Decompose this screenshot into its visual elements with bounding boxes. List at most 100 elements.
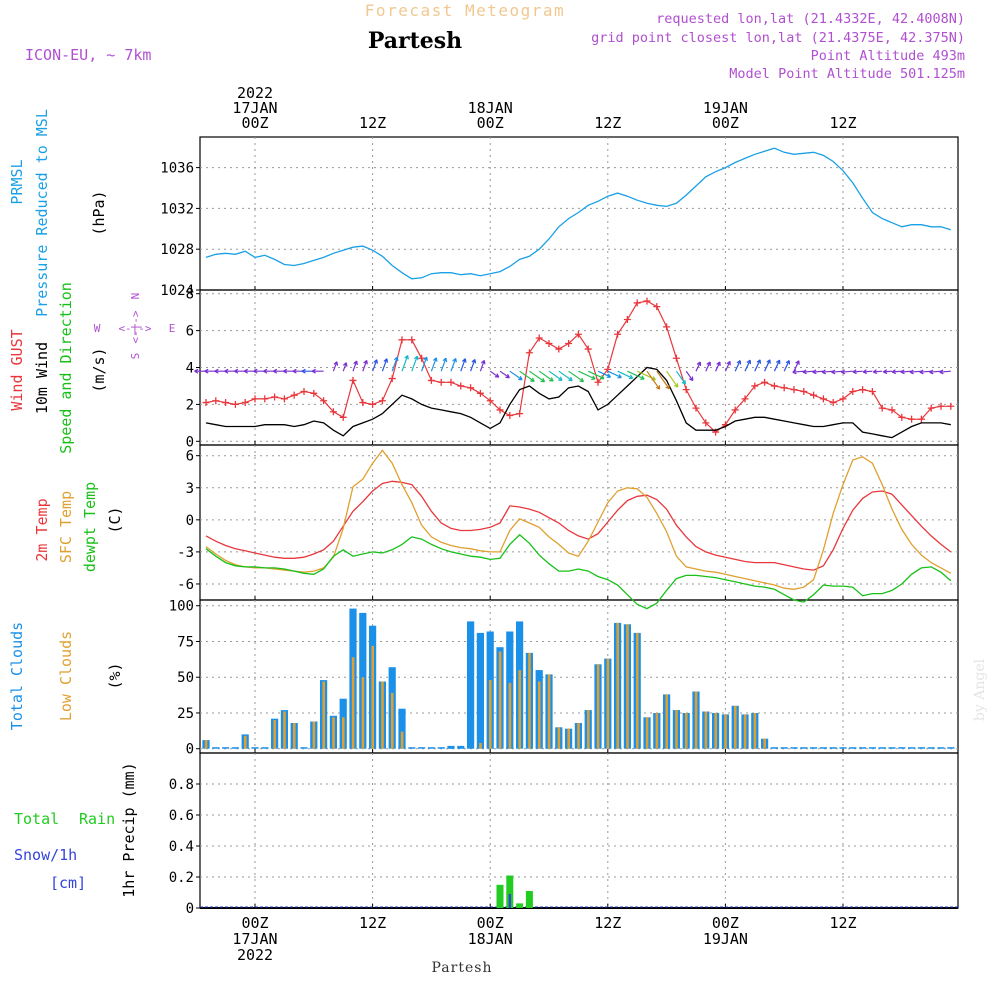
- gust-marker: [800, 387, 808, 395]
- gust-marker: [878, 404, 886, 412]
- wind-direction-arrow: [831, 369, 844, 375]
- gust-marker: [329, 408, 337, 416]
- gust-line: [205, 300, 951, 433]
- panel-temperature: -6 -3 0 3 6: [177, 444, 959, 601]
- gust-marker: [741, 395, 749, 403]
- temp-2m-line: [205, 480, 952, 571]
- gust-marker: [349, 376, 357, 384]
- wind-direction-arrow: [882, 369, 893, 375]
- low-cloud-bar: [312, 721, 316, 749]
- wind-direction-arrow: [558, 370, 573, 382]
- low-cloud-bar: [645, 717, 649, 749]
- gridpoint-coords: grid point closest lon,lat (21.4375E, 42…: [591, 30, 965, 46]
- gust-marker: [378, 397, 386, 405]
- low-cloud-bar: [528, 652, 531, 749]
- gust-marker: [222, 399, 230, 407]
- y-tick-label: -3: [177, 545, 194, 561]
- wind-direction-arrow: [891, 369, 902, 375]
- total-cloud-bar: [418, 747, 426, 749]
- total-cloud-bar: [231, 747, 239, 749]
- wind-direction-arrow: [391, 356, 399, 372]
- bottom-time-label: 19JAN: [703, 930, 748, 948]
- pressure-label: PRMSL: [8, 159, 26, 204]
- gust-marker: [251, 395, 259, 403]
- point-altitude: Point Altitude 493m: [811, 48, 965, 64]
- panel-frame: [199, 444, 959, 601]
- gust-marker: [320, 397, 328, 405]
- wind-direction-arrow: [499, 370, 510, 379]
- wind-direction-arrow: [685, 370, 694, 382]
- top-time-label: 12Z: [829, 114, 856, 132]
- low-cloud-bar: [400, 731, 404, 749]
- top-time-label: 17JAN: [232, 99, 277, 117]
- low-cloud-bar: [753, 713, 757, 749]
- gust-marker: [751, 382, 759, 390]
- gust-marker: [653, 303, 661, 311]
- bottom-time-label: 12Z: [594, 914, 621, 932]
- precip-rain-label: Rain: [79, 810, 115, 828]
- wind-direction-arrow: [470, 358, 477, 372]
- temp-dewpt-label: dewpt Temp: [81, 482, 99, 572]
- bottom-time-label: 00Z: [477, 914, 504, 932]
- wind-direction-arrow: [548, 370, 563, 381]
- low-cloud-bar: [724, 714, 727, 749]
- precip-snow-unit: [cm]: [50, 874, 86, 892]
- wind-direction-arrow: [311, 368, 324, 374]
- compass-n: N: [129, 293, 142, 300]
- low-cloud-bar: [371, 645, 374, 749]
- gust-marker: [339, 413, 347, 421]
- wind-direction-arrow: [538, 370, 554, 382]
- rain-bar: [525, 891, 533, 908]
- wind-direction-arrow: [666, 370, 679, 388]
- gust-marker: [447, 378, 455, 386]
- gust-marker: [388, 375, 396, 383]
- bottom-time-label: 12Z: [829, 914, 856, 932]
- compass-arrow-h: <-|->: [118, 322, 151, 335]
- gust-marker: [545, 340, 553, 348]
- y-tick-label: 3: [186, 481, 194, 497]
- wind-direction-arrow: [852, 369, 863, 375]
- total-cloud-bar: [476, 632, 484, 749]
- gust-marker: [516, 410, 524, 418]
- low-cloud-bar: [498, 651, 502, 749]
- top-time-label: 19JAN: [703, 99, 748, 117]
- total-cloud-bar: [839, 747, 847, 749]
- low-cloud-bar: [704, 711, 708, 749]
- gust-marker: [300, 387, 308, 395]
- gust-marker: [418, 354, 426, 362]
- wind-direction-arrow: [872, 369, 883, 375]
- wind-direction-arrow: [479, 359, 486, 372]
- wind-direction-arrow: [597, 370, 612, 378]
- gust-marker: [202, 399, 210, 407]
- gust-marker: [565, 340, 573, 348]
- top-time-label: 00Z: [477, 114, 504, 132]
- precip-total-label: Total: [14, 810, 59, 828]
- wind-direction-arrow: [342, 362, 348, 372]
- bottom-time-label: 2022: [237, 946, 273, 964]
- wind-direction-arrow: [263, 368, 275, 374]
- wind-direction-arrow: [627, 370, 645, 380]
- low-cloud-bar: [547, 674, 551, 749]
- gust-marker: [849, 387, 857, 395]
- total-cloud-bar: [888, 747, 896, 749]
- gust-marker: [359, 399, 367, 407]
- wind-direction-arrow: [793, 360, 800, 372]
- gust-marker: [908, 415, 916, 423]
- wind-direction-arrow: [862, 369, 873, 375]
- wind-direction-arrow: [773, 359, 781, 372]
- gust-marker: [241, 399, 249, 407]
- gust-marker: [810, 391, 818, 399]
- low-cloud-bar: [685, 713, 688, 749]
- wind-direction-arrow: [273, 368, 285, 374]
- wind-direction-arrow: [695, 361, 702, 372]
- rain-bar: [496, 884, 504, 909]
- y-tick-label: 1036: [160, 161, 194, 177]
- low-cloud-bar: [489, 680, 492, 749]
- rain-bar: [506, 875, 514, 908]
- bottom-time-label: 17JAN: [232, 930, 277, 948]
- wind-direction-arrow: [821, 369, 834, 375]
- gust-marker: [888, 406, 896, 414]
- credit: by Angel: [972, 658, 988, 721]
- compass-e: E: [169, 322, 176, 335]
